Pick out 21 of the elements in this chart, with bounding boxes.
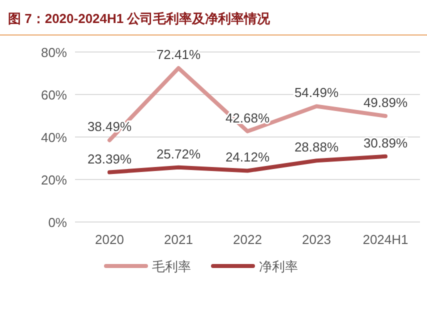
data-label: 24.12% bbox=[225, 150, 270, 165]
y-tick-label: 0% bbox=[48, 215, 68, 230]
data-label: 54.49% bbox=[294, 85, 339, 100]
legend-label: 毛利率 bbox=[152, 259, 191, 274]
x-tick-label: 2020 bbox=[95, 232, 124, 247]
x-tick-label: 2021 bbox=[164, 232, 193, 247]
legend-label: 净利率 bbox=[259, 259, 298, 274]
y-tick-label: 80% bbox=[40, 45, 68, 60]
data-label: 30.89% bbox=[363, 135, 408, 150]
data-label: 23.39% bbox=[87, 151, 132, 166]
y-tick-label: 20% bbox=[40, 172, 68, 188]
y-tick-label: 40% bbox=[40, 130, 68, 145]
data-label: 28.88% bbox=[294, 140, 339, 155]
y-tick-label: 60% bbox=[40, 88, 68, 102]
chart-title: 图 7：2020-2024H1 公司毛利率及净利率情况 bbox=[8, 11, 272, 26]
data-label: 25.72% bbox=[156, 146, 201, 162]
x-tick-label: 2024H1 bbox=[362, 232, 408, 247]
data-label: 72.41% bbox=[156, 47, 201, 62]
x-tick-label: 2022 bbox=[233, 232, 262, 247]
x-tick-label: 2023 bbox=[302, 232, 331, 247]
data-label: 49.89% bbox=[363, 94, 408, 110]
